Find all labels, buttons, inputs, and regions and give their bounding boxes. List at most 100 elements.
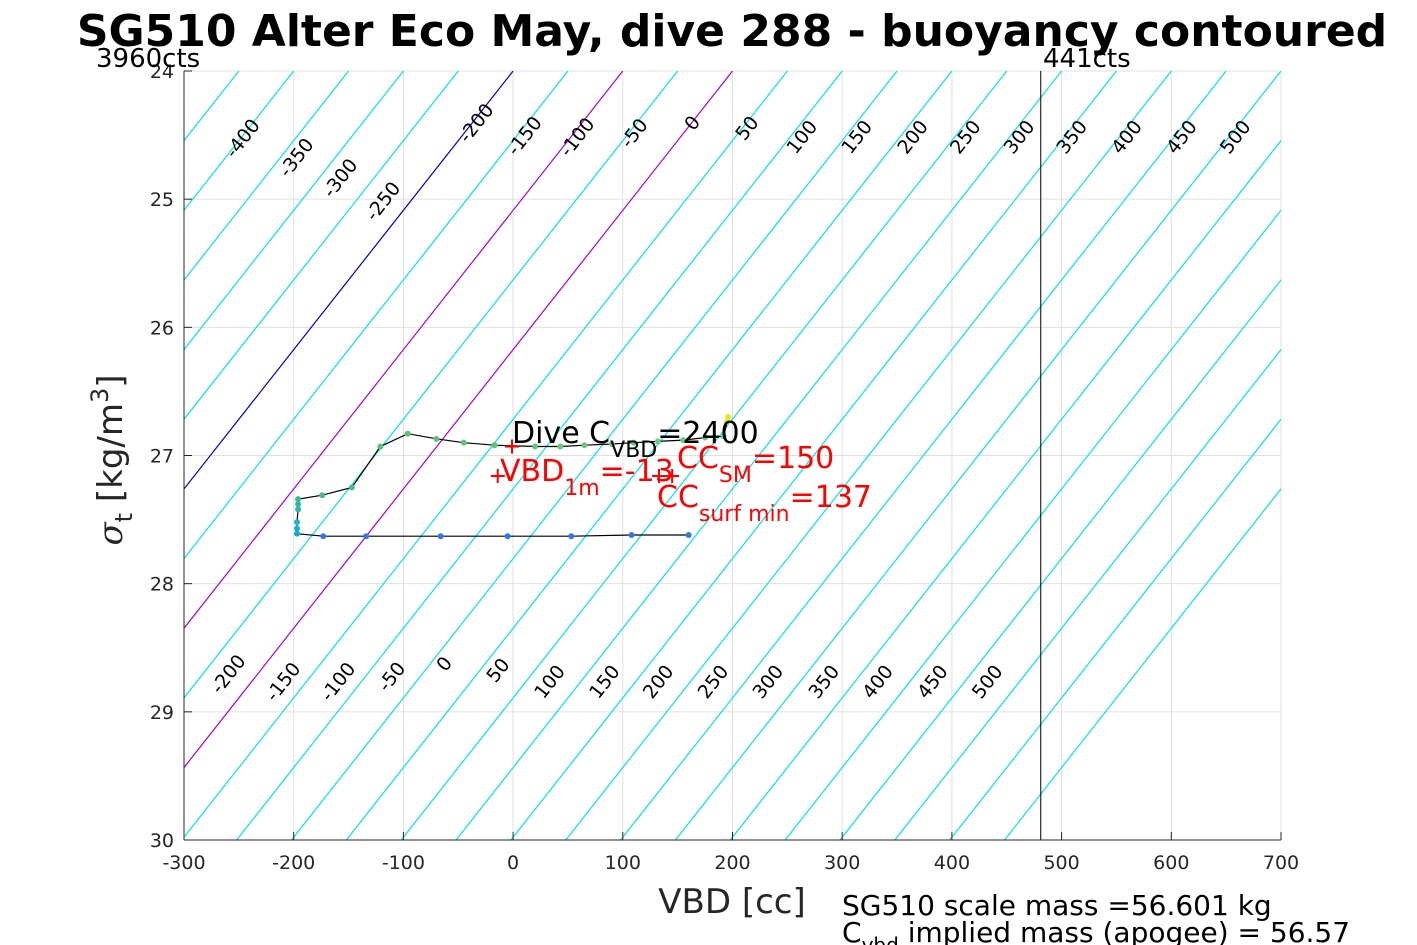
vbd-1m-annotation: VBD1m=-13	[500, 454, 674, 501]
dive-point	[319, 492, 326, 499]
contour-line	[184, 71, 459, 421]
dive-point	[491, 442, 498, 449]
tick-labels: -300 -200 -100 0 100 200 300 400 500 600 700 24 25 26…	[150, 61, 1299, 874]
marker-vbd_1m	[505, 439, 520, 454]
dive-point	[377, 443, 384, 450]
y-tick-label: 28	[150, 574, 174, 596]
x-axis-title: VBD [cc]	[658, 882, 806, 922]
dive-point	[725, 414, 732, 421]
dive-point	[433, 435, 440, 442]
dive-point	[630, 439, 637, 446]
contour-line	[0, 71, 19, 840]
dive-point	[654, 438, 661, 445]
contour-line	[184, 71, 733, 769]
x-tick-label: 600	[1153, 852, 1189, 874]
marker-cc_surf	[652, 469, 667, 484]
contour-line	[1004, 487, 1281, 840]
y-axis-symbol: σ	[91, 522, 131, 546]
dive-point	[293, 530, 300, 537]
dive-point	[702, 434, 709, 441]
y-tick-label: 25	[150, 189, 174, 211]
scale-mass-footer: SG510 scale mass =56.601 kg	[842, 889, 1272, 922]
dive-point	[720, 433, 727, 440]
y-tick-label: 24	[150, 61, 174, 83]
cc-surf-min-prefix: CC	[657, 480, 699, 515]
contour-line	[184, 71, 404, 351]
dive-c-vbd-sub: VBD	[610, 438, 657, 463]
contour-line	[565, 71, 1172, 840]
x-tick-label: -200	[272, 852, 315, 874]
dive-point	[680, 437, 687, 444]
contour-line	[184, 71, 569, 560]
chart-title: SG510 Alter Eco May, dive 288 - buoyancy…	[77, 6, 1387, 57]
y-axis-unit-close: ]	[91, 374, 131, 387]
contour-line	[184, 71, 788, 839]
vbd-1m-prefix: VBD	[500, 454, 564, 489]
contour-line	[184, 71, 624, 630]
contour-line	[784, 209, 1281, 840]
dive-point	[557, 443, 564, 450]
x-tick-label: 100	[605, 852, 641, 874]
cc-surf-min-value: =137	[790, 480, 872, 515]
marker-vbd_1m_b	[490, 469, 505, 484]
grid	[183, 70, 1282, 841]
x-tick-label: 400	[934, 852, 970, 874]
y-tick-label: 27	[150, 446, 174, 468]
dive-point	[460, 439, 467, 446]
red-markers	[490, 439, 680, 484]
dive-c-vbd-prefix: Dive C	[512, 416, 610, 451]
x-tick-label: -100	[382, 852, 425, 874]
contour-line	[674, 71, 1281, 840]
dive-point	[320, 533, 327, 540]
implied-mass-footer: Cvbd implied mass (apogee) = 56.57	[842, 916, 1350, 945]
marker-cc_sm	[665, 469, 680, 484]
dive-point	[532, 443, 539, 450]
y-tick-label: 30	[150, 830, 174, 852]
contour-line	[949, 418, 1281, 840]
contour-line	[184, 71, 514, 490]
cc-sm-value: =150	[752, 441, 834, 476]
y-axis-unit: [kg/m	[91, 403, 131, 513]
dive-point	[348, 484, 355, 491]
dive-point	[293, 525, 300, 532]
dive-point	[685, 531, 692, 538]
dive-point	[504, 533, 511, 540]
dive-point	[628, 531, 635, 538]
implied-mass-sub: vbd	[862, 933, 899, 945]
y-axis-unit-exponent: 3	[86, 388, 114, 403]
dive-point	[437, 533, 444, 540]
y-axis-title: σt [kg/m3]	[86, 374, 138, 545]
dive-c-vbd-value: =2400	[657, 416, 758, 451]
y-axis-subscript: t	[110, 513, 138, 522]
contour-line	[236, 71, 843, 840]
cc-surf-min-sub: surf min	[699, 502, 790, 527]
dive-c-vbd-annotation: Dive CVBD=2400	[512, 416, 759, 463]
y-tick-label: 29	[150, 702, 174, 724]
contour-line	[184, 71, 295, 212]
contour-line	[729, 139, 1281, 840]
vbd-1m-value: =-13	[600, 454, 674, 489]
x-tick-label: -300	[162, 852, 205, 874]
top-right-annotation: 441cts	[1043, 44, 1131, 74]
contour-line	[839, 278, 1281, 840]
buoyancy-contours	[0, 71, 1281, 840]
dive-point	[295, 501, 302, 508]
implied-mass-value: implied mass (apogee) = 56.57	[899, 916, 1350, 945]
contour-line	[400, 71, 1008, 840]
x-tick-label: 500	[1043, 852, 1079, 874]
contour-line	[345, 71, 953, 840]
contour-line	[455, 71, 1063, 840]
x-tick-label: 200	[714, 852, 750, 874]
dive-point	[363, 533, 370, 540]
dive-point	[724, 419, 731, 426]
implied-mass-prefix: C	[842, 916, 862, 945]
dive-point	[295, 506, 302, 513]
y-tick-label: 26	[150, 317, 174, 339]
x-tick-label: 300	[824, 852, 860, 874]
contour-line	[0, 71, 74, 840]
dive-point	[293, 519, 300, 526]
dive-point	[568, 533, 575, 540]
dive-point	[581, 442, 588, 449]
cc-sm-prefix: CC	[677, 441, 719, 476]
